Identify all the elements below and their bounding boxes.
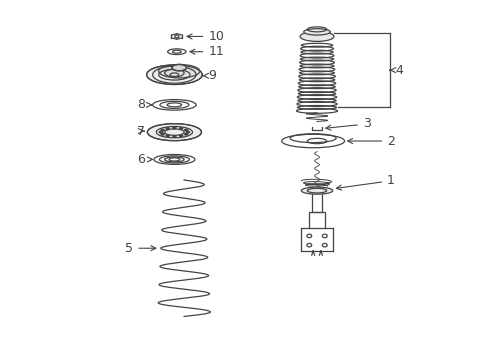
Text: 11: 11 [190, 45, 224, 58]
Ellipse shape [161, 133, 164, 135]
Text: 3: 3 [325, 117, 370, 130]
Ellipse shape [147, 123, 201, 141]
Text: 6: 6 [137, 153, 152, 166]
Ellipse shape [159, 131, 162, 133]
Text: 10: 10 [187, 30, 224, 43]
Text: 2: 2 [347, 135, 394, 148]
Ellipse shape [300, 31, 333, 41]
Bar [308, 212, 325, 228]
Ellipse shape [303, 29, 329, 35]
Ellipse shape [301, 187, 332, 194]
Text: 4: 4 [389, 64, 403, 77]
Text: 9: 9 [202, 69, 216, 82]
Text: 7: 7 [137, 125, 145, 138]
Ellipse shape [159, 64, 200, 78]
Ellipse shape [172, 135, 176, 137]
Text: 1: 1 [336, 174, 394, 190]
Ellipse shape [172, 127, 176, 129]
Text: 5: 5 [125, 242, 156, 255]
Text: 8: 8 [137, 98, 151, 111]
Ellipse shape [165, 128, 169, 130]
Ellipse shape [146, 65, 202, 85]
Ellipse shape [172, 64, 186, 71]
Ellipse shape [161, 129, 164, 131]
Bar [311, 189, 322, 212]
Ellipse shape [165, 135, 169, 137]
Ellipse shape [184, 129, 187, 131]
Ellipse shape [184, 133, 187, 135]
Ellipse shape [186, 131, 189, 133]
Ellipse shape [179, 128, 183, 130]
Ellipse shape [179, 135, 183, 137]
